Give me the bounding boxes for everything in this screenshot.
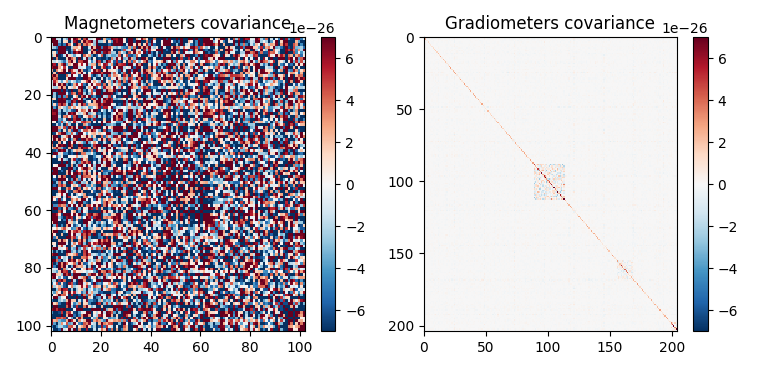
Title: Magnetometers covariance: Magnetometers covariance — [65, 15, 292, 33]
Title: Gradiometers covariance: Gradiometers covariance — [445, 15, 655, 33]
